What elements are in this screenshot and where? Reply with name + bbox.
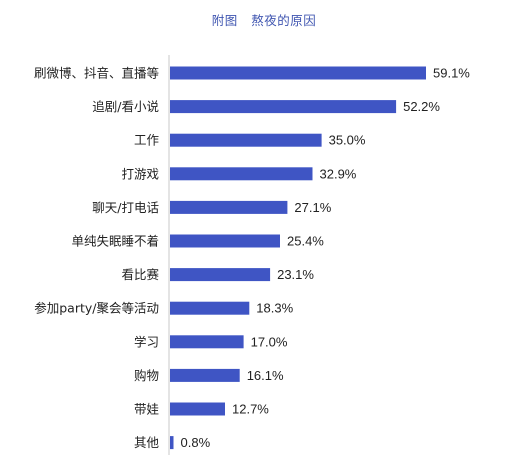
category-label-10: 带娃 <box>134 402 159 417</box>
value-label-6: 23.1% <box>277 267 314 282</box>
value-label-5: 25.4% <box>287 234 324 249</box>
category-label-2: 工作 <box>134 133 160 148</box>
value-label-3: 32.9% <box>320 166 357 181</box>
bars-group <box>170 66 426 450</box>
value-label-1: 52.2% <box>403 99 440 114</box>
bar-10 <box>170 402 225 416</box>
value-label-0: 59.1% <box>433 66 470 81</box>
value-label-7: 18.3% <box>256 301 293 316</box>
value-label-8: 17.0% <box>251 334 288 349</box>
category-label-11: 其他 <box>134 435 160 450</box>
value-label-11: 0.8% <box>181 435 211 450</box>
bar-4 <box>170 200 288 214</box>
value-label-4: 27.1% <box>294 200 331 215</box>
bar-7 <box>170 301 250 315</box>
category-label-4: 聊天/打电话 <box>92 200 159 215</box>
bar-8 <box>170 335 244 349</box>
bar-3 <box>170 167 313 181</box>
bar-9 <box>170 368 240 382</box>
category-label-3: 打游戏 <box>121 166 159 181</box>
bar-5 <box>170 234 280 248</box>
category-label-9: 购物 <box>134 368 159 383</box>
chart-title: 附图 熬夜的原因 <box>211 13 317 28</box>
value-labels: 59.1% 52.2% 35.0% 32.9% 27.1% 25.4% 23.1% 18.3%… <box>181 66 471 451</box>
category-labels: 刷微博、抖音、直播等追剧/看小说工作打游戏聊天/打电话单纯失眠睡不着看比赛参加p… <box>34 66 160 451</box>
value-label-10: 12.7% <box>232 402 269 417</box>
bar-6 <box>170 268 271 282</box>
category-label-6: 看比赛 <box>121 267 159 282</box>
bar-1 <box>170 100 397 114</box>
category-label-1: 追剧/看小说 <box>92 99 159 114</box>
bar-0 <box>170 66 426 80</box>
bar-11 <box>170 436 174 450</box>
category-label-5: 单纯失眠睡不着 <box>71 234 159 249</box>
value-label-2: 35.0% <box>329 133 366 148</box>
category-label-7: 参加party/聚会等活动 <box>34 301 159 316</box>
category-label-0: 刷微博、抖音、直播等 <box>34 66 159 81</box>
category-label-8: 学习 <box>134 334 159 349</box>
bar-2 <box>170 133 322 147</box>
value-label-9: 16.1% <box>247 368 284 383</box>
